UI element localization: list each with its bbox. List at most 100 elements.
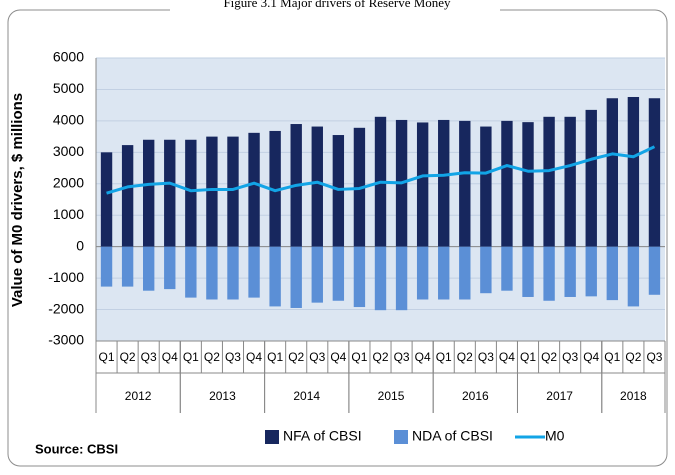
- bar: [564, 116, 576, 247]
- x-tick-label: Q2: [457, 350, 473, 364]
- x-tick-label: Q3: [141, 350, 157, 364]
- y-tick-label: 2000: [53, 174, 84, 190]
- bar: [627, 246, 640, 307]
- bar: [311, 246, 323, 303]
- x-tick-label: Q1: [351, 350, 367, 364]
- x-tick-label: Q3: [478, 350, 494, 364]
- bar: [606, 98, 619, 247]
- bar: [206, 136, 218, 247]
- bar: [648, 246, 661, 295]
- y-tick-label: 5000: [53, 80, 84, 96]
- bar: [501, 246, 513, 291]
- bar: [543, 246, 555, 301]
- bar: [564, 246, 576, 297]
- x-group-label: 2015: [378, 389, 405, 403]
- x-tick-label: Q2: [541, 350, 557, 364]
- x-tick-label: Q3: [394, 350, 410, 364]
- x-group-label: 2017: [546, 389, 573, 403]
- bar: [185, 139, 197, 247]
- x-tick-label: Q2: [625, 350, 641, 364]
- legend-swatch: [394, 430, 408, 444]
- bar: [543, 116, 555, 247]
- bar: [585, 109, 597, 247]
- chart-title: Figure 3.1 Major drivers of Reserve Mone…: [223, 0, 451, 10]
- line: [106, 145, 656, 195]
- bar: [438, 119, 450, 247]
- x-tick-label: Q1: [183, 350, 199, 364]
- legend-swatch: [265, 430, 279, 444]
- bar: [522, 246, 534, 297]
- bar: [227, 136, 239, 247]
- x-tick-label: Q1: [436, 350, 452, 364]
- x-tick-label: Q2: [372, 350, 388, 364]
- x-tick-label: Q2: [204, 350, 220, 364]
- bar: [501, 120, 513, 247]
- bar: [459, 246, 471, 300]
- bar: [416, 122, 429, 247]
- bar: [459, 120, 471, 247]
- x-tick-label: Q4: [162, 350, 178, 364]
- x-tick-label: Q4: [246, 350, 262, 364]
- x-group-label: 2013: [209, 389, 236, 403]
- bar: [353, 246, 366, 308]
- bar: [480, 126, 492, 247]
- y-tick-label: -3000: [48, 332, 84, 348]
- bar: [606, 246, 619, 301]
- bar: [416, 246, 429, 300]
- source-note: Source: CBSI: [35, 441, 118, 456]
- bar: [269, 130, 281, 247]
- bar: [627, 96, 640, 247]
- x-tick-label: Q3: [646, 350, 662, 364]
- bar: [311, 126, 323, 247]
- legend-label: NDA of CBSI: [412, 428, 493, 444]
- x-tick-label: Q4: [499, 350, 515, 364]
- bar: [269, 246, 281, 307]
- bar: [438, 246, 450, 300]
- title-backdrop: [170, 0, 500, 12]
- bar: [142, 246, 155, 291]
- bar: [585, 246, 597, 297]
- bar: [142, 139, 155, 247]
- y-axis-label: Value of M0 drivers, $ millions: [9, 93, 26, 307]
- bar: [522, 122, 534, 247]
- y-tick-label: -2000: [48, 300, 84, 316]
- x-group-label: 2018: [620, 389, 647, 403]
- legend-label: NFA of CBSI: [283, 428, 362, 444]
- x-tick-label: Q1: [267, 350, 283, 364]
- y-tick-label: 3000: [53, 143, 84, 159]
- x-tick-label: Q4: [330, 350, 346, 364]
- bar: [206, 246, 218, 300]
- bar: [374, 246, 387, 311]
- bar: [332, 246, 345, 301]
- x-tick-label: Q4: [415, 350, 431, 364]
- bar: [227, 246, 239, 300]
- y-tick-label: 6000: [53, 49, 84, 65]
- x-tick-label: Q4: [583, 350, 599, 364]
- bar: [248, 132, 260, 247]
- x-group-label: 2016: [462, 389, 489, 403]
- x-tick-label: Q1: [604, 350, 620, 364]
- bar: [395, 246, 408, 311]
- y-tick-label: 0: [76, 237, 84, 253]
- y-tick-label: -1000: [48, 269, 84, 285]
- x-tick-label: Q1: [99, 350, 115, 364]
- y-tick-label: 1000: [53, 206, 84, 222]
- x-tick-label: Q3: [225, 350, 241, 364]
- y-tick-label: 4000: [53, 112, 84, 128]
- bar: [164, 139, 176, 247]
- x-group-label: 2012: [125, 389, 152, 403]
- bar: [290, 246, 302, 308]
- x-tick-label: Q1: [520, 350, 536, 364]
- bar: [100, 246, 113, 287]
- x-tick-label: Q2: [288, 350, 304, 364]
- legend-label: M0: [545, 428, 565, 444]
- x-group-label: 2014: [293, 389, 320, 403]
- bar: [164, 246, 176, 290]
- bar: [121, 246, 134, 287]
- x-tick-label: Q3: [309, 350, 325, 364]
- x-tick-label: Q2: [120, 350, 136, 364]
- bar: [121, 145, 134, 247]
- x-tick-label: Q3: [562, 350, 578, 364]
- bar: [100, 152, 113, 247]
